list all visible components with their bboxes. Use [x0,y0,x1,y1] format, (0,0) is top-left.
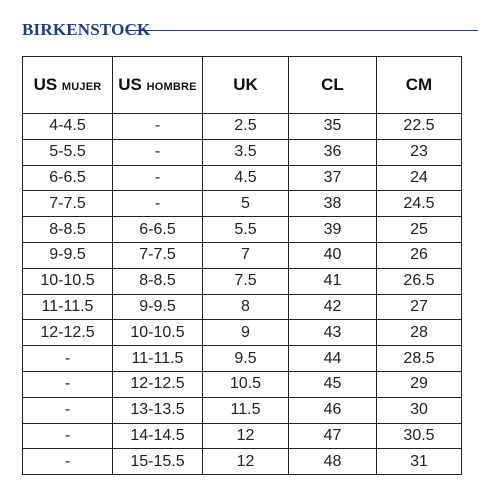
table-row: 6-6.5-4.5 37 24 [22,164,462,192]
cell-cm: 30 [376,396,462,424]
table-row: 7-7.5-5 38 24.5 [22,190,462,218]
cell-cm: 31 [376,448,462,476]
cell-us-hombre: 11-11.5 [112,345,203,372]
brand-logo: BIRKENSTOCK [22,20,151,39]
cell-us-mujer: 7-7.5 [22,190,113,218]
cell-uk: 11.5 [202,396,289,424]
cell-us-mujer: 12-12.5 [22,319,113,347]
cell-cl: 36 [288,138,377,166]
cell-us-mujer: 4-4.5 [22,113,113,140]
cell-cl: 44 [288,345,377,372]
header-us-hombre-sub: HOMBRE [146,81,197,93]
cell-cm: 22.5 [376,113,462,140]
cell-cl: 41 [288,267,377,295]
header-us-mujer-main: US [33,75,58,94]
table-row: 4-4.5-2.5 35 22.5 [22,113,462,140]
cell-cl: 35 [288,113,377,140]
cell-cm: 26.5 [376,267,462,295]
cell-cl: 37 [288,164,377,192]
cell-us-mujer: 6-6.5 [22,164,113,192]
cell-uk: 5.5 [202,216,289,243]
header-us-mujer-sub: MUJER [61,81,102,93]
cell-uk: 12 [202,422,289,450]
table-row: -13-13.5 11.5 46 30 [22,396,462,424]
cell-uk: 7 [202,241,289,269]
cell-cm: 28.5 [376,345,462,372]
cell-uk: 9 [202,319,289,347]
table-row: 12-12.5 10-10.5 9 43 28 [22,319,462,347]
cell-cl: 45 [288,370,377,398]
cell-uk: 5 [202,190,289,218]
cell-us-mujer: 11-11.5 [22,293,113,321]
cell-cl: 42 [288,293,377,321]
header-cm: CM [376,56,462,114]
table-row: -15-15.5 12 48 31 [22,448,462,476]
table-row: 11-11.5 9-9.5 8 42 27 [22,293,462,321]
cell-us-hombre: - [112,164,203,192]
cell-uk: 7.5 [202,267,289,295]
cell-us-hombre: 15-15.5 [112,448,203,476]
table-row: 10-10.5 8-8.5 7.5 41 26.5 [22,267,462,295]
header-us-hombre: US HOMBRE [112,56,203,114]
table-header-row: US MUJER US HOMBRE UK CL CM [22,56,462,114]
cell-us-hombre: 10-10.5 [112,319,203,347]
cell-uk: 3.5 [202,138,289,166]
cell-us-mujer: - [22,422,113,450]
cell-cm: 25 [376,216,462,243]
cell-uk: 2.5 [202,113,289,140]
table-row: -14-14.5 12 47 30.5 [22,422,462,450]
header-us-hombre-main: US [118,75,142,94]
cell-uk: 10.5 [202,370,289,398]
cell-cl: 43 [288,319,377,347]
cell-uk: 4.5 [202,164,289,192]
cell-us-hombre: - [112,113,203,140]
size-chart-table: US MUJER US HOMBRE UK CL CM 4-4.5-2.5 35 2… [22,56,462,476]
cell-cm: 29 [376,370,462,398]
cell-uk: 12 [202,448,289,476]
cell-us-mujer: - [22,448,113,476]
cell-us-mujer: 5-5.5 [22,138,113,166]
cell-cl: 39 [288,216,377,243]
header-divider [125,30,478,31]
cell-cm: 27 [376,293,462,321]
cell-us-hombre: 13-13.5 [112,396,203,424]
cell-us-hombre: 14-14.5 [112,422,203,450]
table-row: -11-11.5 9.5 44 28.5 [22,345,462,372]
size-rows: 4-4.5-2.5 35 22.5 5-5.5-3.5 36 23 6-6.5-4.5 37 2… [22,113,462,476]
brand-header: BIRKENSTOCK [22,18,478,42]
cell-us-mujer: 9-9.5 [22,241,113,269]
cell-us-hombre: 9-9.5 [112,293,203,321]
cell-cl: 40 [288,241,377,269]
table-row: -12-12.5 10.5 45 29 [22,370,462,398]
table-row: 9-9.5 7-7.5 7 40 26 [22,241,462,269]
cell-uk: 8 [202,293,289,321]
cell-cl: 48 [288,448,377,476]
cell-us-mujer: - [22,370,113,398]
cell-us-hombre: 7-7.5 [112,241,203,269]
cell-us-hombre: 6-6.5 [112,216,203,243]
cell-cm: 26 [376,241,462,269]
table-row: 5-5.5-3.5 36 23 [22,138,462,166]
header-us-mujer: US MUJER [22,56,113,114]
cell-us-mujer: 8-8.5 [22,216,113,243]
cell-cm: 30.5 [376,422,462,450]
table-row: 8-8.5 6-6.5 5.5 39 25 [22,216,462,243]
cell-cl: 47 [288,422,377,450]
cell-cl: 38 [288,190,377,218]
cell-us-hombre: - [112,138,203,166]
cell-us-hombre: - [112,190,203,218]
header-uk: UK [202,56,289,114]
cell-cm: 24 [376,164,462,192]
cell-cl: 46 [288,396,377,424]
cell-us-mujer: 10-10.5 [22,267,113,295]
cell-cm: 23 [376,138,462,166]
cell-cm: 24.5 [376,190,462,218]
cell-cm: 28 [376,319,462,347]
cell-us-mujer: - [22,345,113,372]
cell-uk: 9.5 [202,345,289,372]
cell-us-hombre: 8-8.5 [112,267,203,295]
cell-us-hombre: 12-12.5 [112,370,203,398]
header-cl: CL [288,56,377,114]
cell-us-mujer: - [22,396,113,424]
